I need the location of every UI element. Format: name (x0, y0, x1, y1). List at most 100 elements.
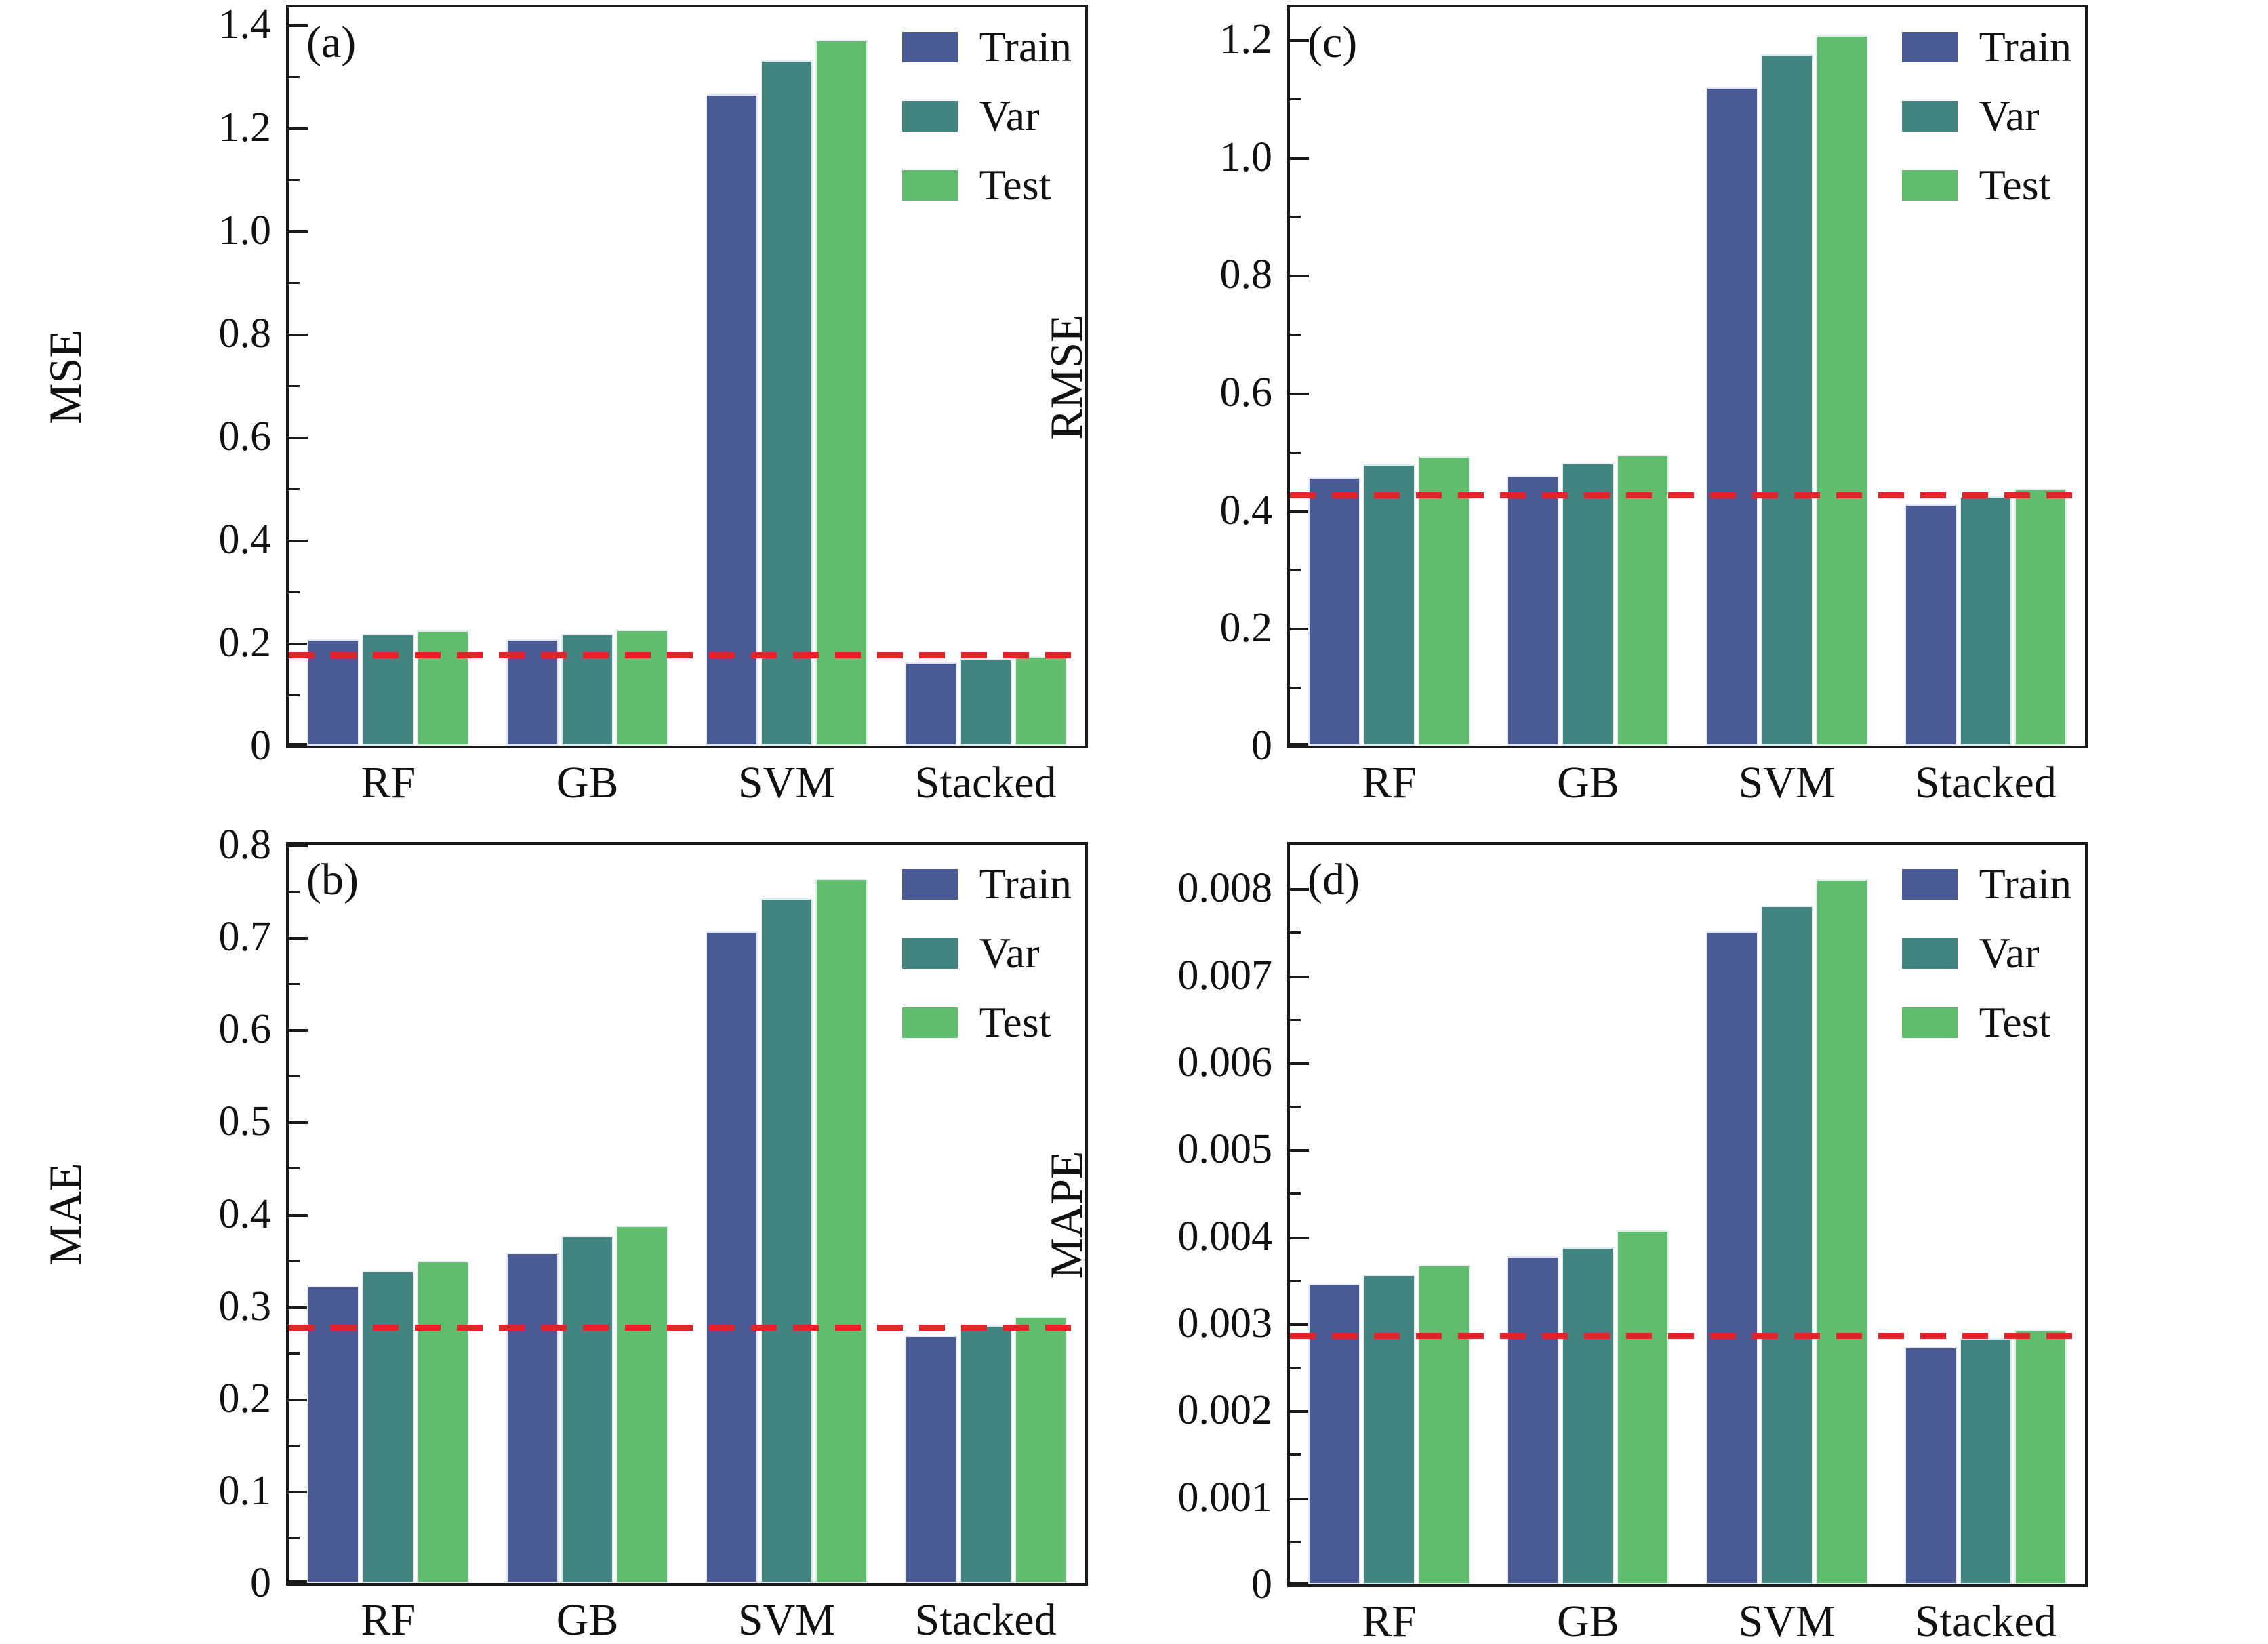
y-minor-tick-d-0 (1290, 1540, 1301, 1543)
y-tick-label-a-3: 0.6 (218, 414, 272, 460)
y-tick-label-d-6: 0.006 (1177, 1039, 1273, 1085)
x-category-label-stacked: Stacked (1914, 1597, 2057, 1644)
y-tick-label-c-1: 0.2 (1219, 605, 1273, 651)
y-tick-label-c-0: 0 (1251, 723, 1272, 769)
legend-swatch-test (1901, 1007, 1958, 1038)
legend-row-var: Var (1901, 931, 2071, 975)
legend-row-train: Train (902, 25, 1072, 68)
plot-area-b: 0 0.1 0.2 0.3 0.4 0.5 0.6 0.7 0.8 RF GB SVM Stacked M… (39, 824, 1085, 1643)
y-minor-tick-a-6 (289, 76, 300, 79)
bar-rf-train (1308, 477, 1361, 746)
y-major-tick-d-1 (1290, 1497, 1309, 1500)
bar-stacked-test (2014, 1330, 2067, 1584)
y-minor-tick-a-5 (289, 179, 300, 182)
y-major-tick-b-2 (289, 1398, 308, 1401)
panel-tag-c: (c) (1308, 18, 1358, 67)
legend-swatch-test (1901, 169, 1958, 201)
x-category-label-rf: RF (1362, 758, 1417, 807)
legend-swatch-var (902, 938, 958, 969)
legend-row-train: Train (1901, 25, 2071, 68)
y-major-tick-d-3 (1290, 1323, 1309, 1326)
bar-stacked-train (1904, 504, 1957, 746)
y-major-tick-b-4 (289, 1214, 308, 1217)
bar-rf-var (362, 1270, 415, 1583)
y-minor-tick-c-4 (1290, 216, 1301, 218)
bar-gb-var (561, 1236, 614, 1583)
y-minor-tick-a-0 (289, 694, 300, 696)
legend-label-train: Train (979, 22, 1072, 71)
y-minor-tick-b-5 (289, 1075, 300, 1078)
y-major-tick-c-4 (1290, 275, 1309, 278)
x-category-label-svm: SVM (737, 758, 835, 807)
baseline-dashed-line-a (289, 652, 1085, 659)
bar-gb-train (1507, 1256, 1560, 1584)
y-tick-label-a-1: 0.2 (218, 620, 272, 666)
y-tick-label-a-5: 1.0 (218, 207, 272, 254)
legend-swatch-var (1901, 938, 1958, 969)
bar-gb-train (506, 1252, 559, 1583)
y-minor-tick-d-1 (1290, 1453, 1301, 1456)
y-major-tick-a-3 (289, 437, 308, 440)
y-minor-tick-d-4 (1290, 1192, 1301, 1195)
y-major-tick-c-2 (1290, 510, 1309, 513)
bar-svm-train (705, 94, 758, 746)
y-minor-tick-c-2 (1290, 451, 1301, 454)
bar-svm-train (1705, 87, 1758, 746)
legend-label-train: Train (979, 860, 1072, 908)
y-tick-label-d-2: 0.002 (1177, 1387, 1273, 1434)
y-tick-label-a-2: 0.4 (218, 517, 272, 563)
legend-c: Train Var Test (1901, 25, 2071, 209)
y-tick-label-b-6: 0.6 (218, 1006, 272, 1053)
legend-row-var: Var (1901, 94, 2071, 138)
y-major-tick-a-6 (289, 127, 308, 131)
y-major-tick-a-0 (289, 743, 308, 746)
x-category-label-stacked: Stacked (914, 1595, 1057, 1644)
y-major-tick-a-1 (289, 643, 308, 645)
x-category-label-gb: GB (556, 758, 619, 807)
y-minor-tick-b-3 (289, 1260, 300, 1262)
bar-gb-train (1507, 476, 1560, 746)
x-category-label-svm: SVM (737, 1595, 835, 1644)
y-major-tick-c-6 (1290, 39, 1309, 42)
bar-rf-train (307, 1285, 360, 1583)
bar-gb-var (1562, 463, 1615, 746)
y-tick-label-a-7: 1.4 (218, 1, 272, 48)
baseline-dashed-line-d (1290, 1332, 2085, 1339)
bar-svm-var (760, 898, 813, 1583)
y-minor-tick-d-7 (1290, 931, 1301, 934)
legend-swatch-var (902, 100, 958, 132)
panel-mse: 0 0.2 0.4 0.6 0.8 1.0 1.2 1.4 RF GB SVM Stacked MSE (… (39, 3, 1088, 805)
bar-rf-test (1418, 456, 1471, 746)
y-tick-label-d-0: 0 (1251, 1561, 1272, 1607)
y-major-tick-b-8 (289, 845, 308, 847)
x-category-label-svm: SVM (1738, 758, 1836, 807)
x-category-label-gb: GB (1557, 758, 1619, 807)
legend-label-test: Test (1979, 161, 2051, 209)
y-major-tick-d-6 (1290, 1062, 1309, 1065)
bar-gb-test (1617, 1230, 1669, 1584)
x-category-label-stacked: Stacked (1914, 758, 2057, 807)
y-major-tick-c-3 (1290, 392, 1309, 395)
bar-stacked-test (2014, 488, 2067, 746)
y-major-tick-c-0 (1290, 743, 1309, 746)
panel-mape: 0 0.001 0.002 0.003 0.004 0.005 0.006 0.007 0.00… (1040, 842, 2088, 1644)
bar-rf-test (1418, 1264, 1471, 1584)
bar-stacked-test (1014, 656, 1067, 746)
y-minor-tick-a-4 (289, 282, 300, 285)
plot-area-d: 0 0.001 0.002 0.003 0.004 0.005 0.006 0.007 0.00… (1040, 845, 2085, 1644)
y-tick-label-b-1: 0.1 (218, 1467, 272, 1514)
y-major-tick-d-0 (1290, 1582, 1309, 1584)
legend-a: Train Var Test (902, 25, 1072, 207)
y-tick-label-d-8: 0.008 (1177, 865, 1273, 912)
legend-swatch-train (902, 31, 958, 62)
y-tick-label-c-5: 1.0 (1219, 134, 1273, 180)
y-tick-label-d-1: 0.001 (1177, 1474, 1273, 1521)
bar-rf-var (1363, 464, 1416, 746)
bar-svm-test (1815, 879, 1868, 1584)
bar-stacked-train (1904, 1346, 1957, 1584)
bar-svm-train (705, 931, 758, 1583)
y-tick-label-d-3: 0.003 (1177, 1300, 1273, 1346)
y-axis-label-mape: MAPE (1040, 1150, 1092, 1279)
y-minor-tick-b-1 (289, 1444, 300, 1447)
bar-stacked-var (1959, 1338, 2012, 1584)
